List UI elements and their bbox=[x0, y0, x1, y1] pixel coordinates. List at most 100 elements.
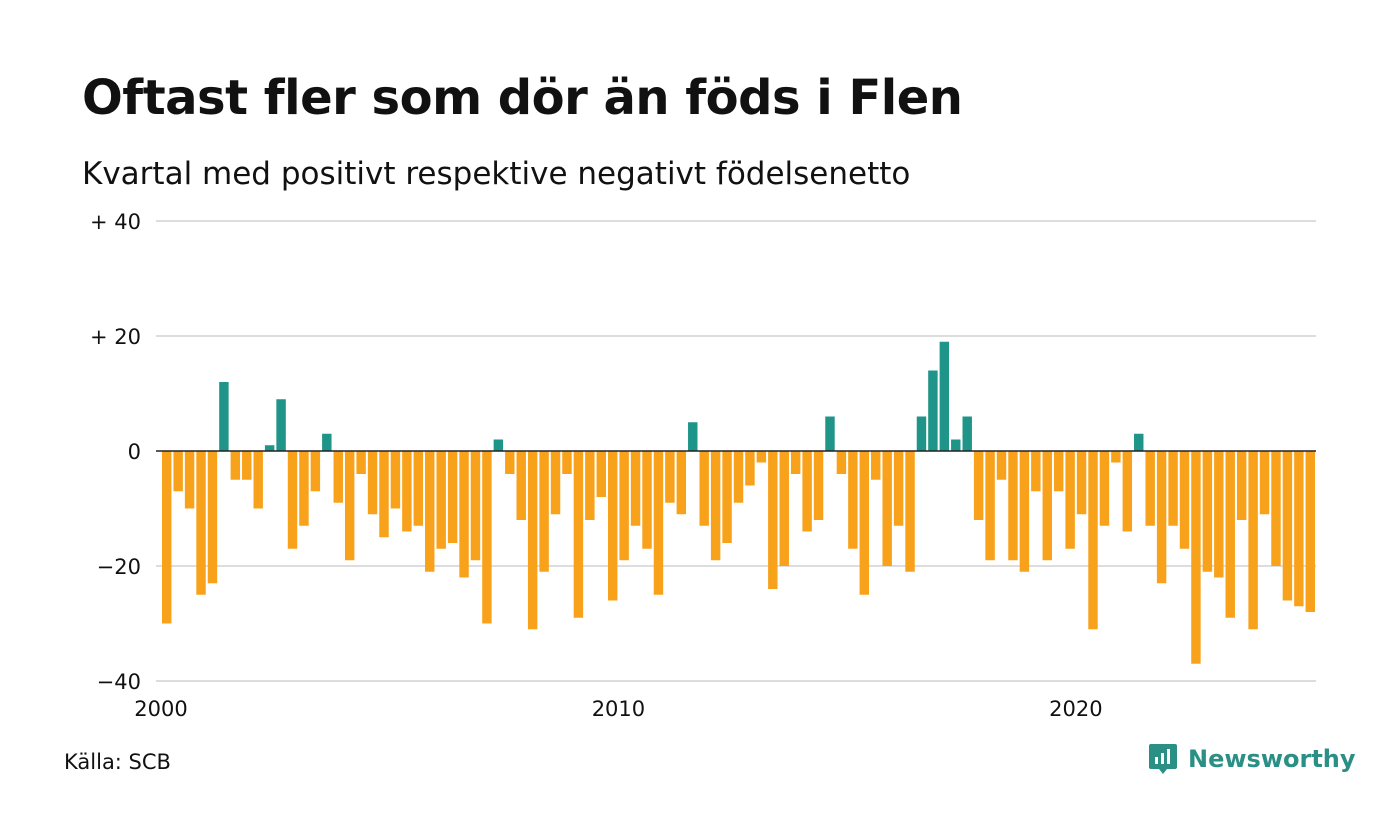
bar-negative bbox=[447, 451, 458, 543]
bar-negative bbox=[299, 451, 309, 526]
bar-negative bbox=[893, 451, 904, 526]
bar-negative bbox=[573, 451, 584, 618]
grid-lines bbox=[156, 220, 1316, 682]
bar-negative bbox=[1259, 451, 1270, 515]
x-tick-label: 2020 bbox=[1049, 697, 1102, 721]
bar-negative bbox=[1145, 451, 1155, 526]
bar-negative bbox=[733, 451, 744, 503]
bar-positive bbox=[825, 416, 835, 451]
bar-positive bbox=[688, 422, 698, 451]
bar-negative bbox=[1225, 451, 1235, 618]
bar-negative bbox=[859, 451, 870, 595]
bar-negative bbox=[242, 451, 252, 480]
bar-negative bbox=[1179, 451, 1190, 549]
bar-negative bbox=[1294, 451, 1304, 607]
axis-labels: + 40 + 20 0 −20 −40 2000 2010 2020 bbox=[90, 210, 1103, 721]
bar-negative bbox=[527, 451, 538, 630]
bar-negative bbox=[1019, 451, 1030, 572]
bar-negative bbox=[1088, 451, 1098, 630]
bar-negative bbox=[756, 451, 767, 463]
bar-negative bbox=[642, 451, 652, 549]
bar-negative bbox=[836, 451, 847, 474]
bar-negative bbox=[1053, 451, 1064, 492]
bar-negative bbox=[333, 451, 343, 503]
x-tick-label: 2000 bbox=[134, 697, 187, 721]
bar-negative bbox=[905, 451, 915, 572]
bar-negative bbox=[1271, 451, 1281, 566]
bar-negative bbox=[882, 451, 892, 566]
bar-positive bbox=[951, 439, 961, 451]
bar-positive bbox=[493, 439, 504, 451]
chart-title: Oftast fler som dör än föds i Flen bbox=[82, 70, 963, 126]
bar-negative bbox=[470, 451, 481, 561]
bar-positive bbox=[276, 399, 286, 451]
bar-negative bbox=[973, 451, 984, 520]
y-tick-label: −40 bbox=[97, 670, 141, 694]
bar-negative bbox=[619, 451, 629, 561]
bar-positive bbox=[962, 416, 972, 451]
bar-negative bbox=[607, 451, 618, 601]
bars bbox=[162, 341, 1315, 664]
bar-negative bbox=[184, 451, 195, 509]
bar-negative bbox=[207, 451, 218, 584]
bar-negative bbox=[1236, 451, 1247, 520]
brand-logo[interactable]: Newsworthy bbox=[1148, 742, 1356, 776]
bar-positive bbox=[928, 370, 938, 451]
bar-negative bbox=[505, 451, 515, 474]
bar-negative bbox=[367, 451, 378, 515]
bar-negative bbox=[425, 451, 435, 572]
bar-negative bbox=[482, 451, 492, 624]
bar-negative bbox=[344, 451, 355, 561]
chart-subtitle: Kvartal med positivt respektive negativt… bbox=[82, 156, 911, 192]
bar-negative bbox=[768, 451, 778, 589]
bar-negative bbox=[985, 451, 995, 561]
bar-negative bbox=[1191, 451, 1201, 664]
bar-negative bbox=[585, 451, 595, 520]
bar-negative bbox=[1202, 451, 1213, 572]
bar-negative bbox=[1065, 451, 1075, 549]
y-tick-label: 0 bbox=[128, 440, 141, 464]
bar-positive bbox=[916, 416, 927, 451]
bar-negative bbox=[802, 451, 812, 532]
bar-negative bbox=[813, 451, 824, 520]
bar-negative bbox=[230, 451, 241, 480]
bar-negative bbox=[1305, 451, 1315, 612]
bar-negative bbox=[1076, 451, 1087, 515]
bar-negative bbox=[539, 451, 549, 572]
y-tick-label: −20 bbox=[97, 555, 141, 579]
bar-negative bbox=[745, 451, 755, 486]
bar-negative bbox=[1111, 451, 1121, 463]
bar-positive bbox=[219, 382, 229, 451]
bar-negative bbox=[1008, 451, 1018, 561]
newsworthy-logo-icon bbox=[1149, 744, 1177, 774]
bar-negative bbox=[459, 451, 469, 578]
y-tick-label: + 20 bbox=[90, 325, 141, 349]
bar-positive bbox=[1134, 433, 1144, 451]
bar-negative bbox=[1248, 451, 1258, 630]
bar-positive bbox=[264, 445, 275, 451]
bar-negative bbox=[1042, 451, 1052, 561]
bar-negative bbox=[1031, 451, 1041, 492]
bar-negative bbox=[699, 451, 709, 526]
bar-negative bbox=[253, 451, 263, 509]
bar-negative bbox=[162, 451, 172, 624]
bar-negative bbox=[722, 451, 732, 543]
bar-negative bbox=[173, 451, 183, 492]
bar-negative bbox=[1156, 451, 1167, 584]
y-tick-label: + 40 bbox=[90, 210, 141, 234]
bar-negative bbox=[379, 451, 389, 538]
brand-name: Newsworthy bbox=[1188, 745, 1356, 773]
bar-positive bbox=[322, 433, 332, 451]
bar-negative bbox=[402, 451, 412, 532]
bar-negative bbox=[516, 451, 526, 520]
bar-negative bbox=[779, 451, 789, 566]
bar-negative bbox=[630, 451, 641, 526]
bar-negative bbox=[676, 451, 687, 515]
bar-negative bbox=[1122, 451, 1133, 532]
bar-negative bbox=[1099, 451, 1110, 526]
source-note: Källa: SCB bbox=[64, 750, 171, 774]
bar-negative bbox=[1214, 451, 1224, 578]
bar-negative bbox=[413, 451, 424, 526]
bar-negative bbox=[196, 451, 206, 595]
